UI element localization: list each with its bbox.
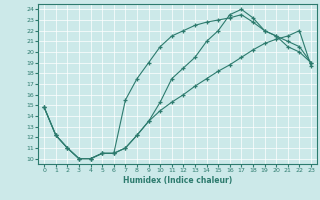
X-axis label: Humidex (Indice chaleur): Humidex (Indice chaleur) [123, 176, 232, 185]
